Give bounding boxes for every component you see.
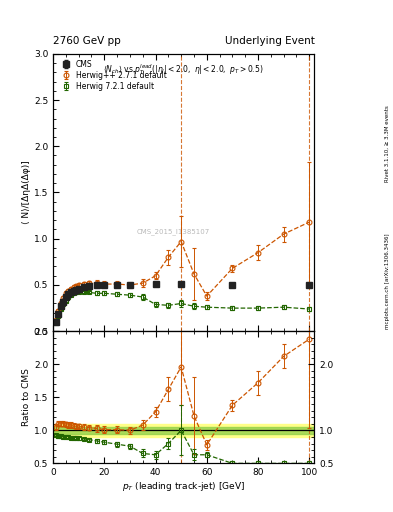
Text: Rivet 3.1.10, ≥ 3.3M events: Rivet 3.1.10, ≥ 3.3M events <box>385 105 389 182</box>
Legend: CMS, Herwig++ 2.7.1 default, Herwig 7.2.1 default: CMS, Herwig++ 2.7.1 default, Herwig 7.2.… <box>57 57 169 93</box>
Text: mcplots.cern.ch [arXiv:1306.3436]: mcplots.cern.ch [arXiv:1306.3436] <box>385 234 389 329</box>
Text: 2760 GeV pp: 2760 GeV pp <box>53 36 121 46</box>
X-axis label: $p_T$ (leading track-jet) [GeV]: $p_T$ (leading track-jet) [GeV] <box>122 480 245 493</box>
Bar <box>53 424 314 437</box>
Text: $\langle N_{ch}\rangle$ vs $p_T^{lead}(|\eta_l|{<}2.0,\ \eta|{<}2.0,\ p_T{>}0.5): $\langle N_{ch}\rangle$ vs $p_T^{lead}(|… <box>103 62 264 77</box>
Text: Underlying Event: Underlying Event <box>224 36 314 46</box>
Bar <box>53 427 314 434</box>
Y-axis label: ⟨ N⟩/[ΔηΔ(Δφ)]: ⟨ N⟩/[ΔηΔ(Δφ)] <box>22 161 31 224</box>
Y-axis label: Ratio to CMS: Ratio to CMS <box>22 368 31 426</box>
Text: CMS_2015_I1385107: CMS_2015_I1385107 <box>137 228 210 234</box>
